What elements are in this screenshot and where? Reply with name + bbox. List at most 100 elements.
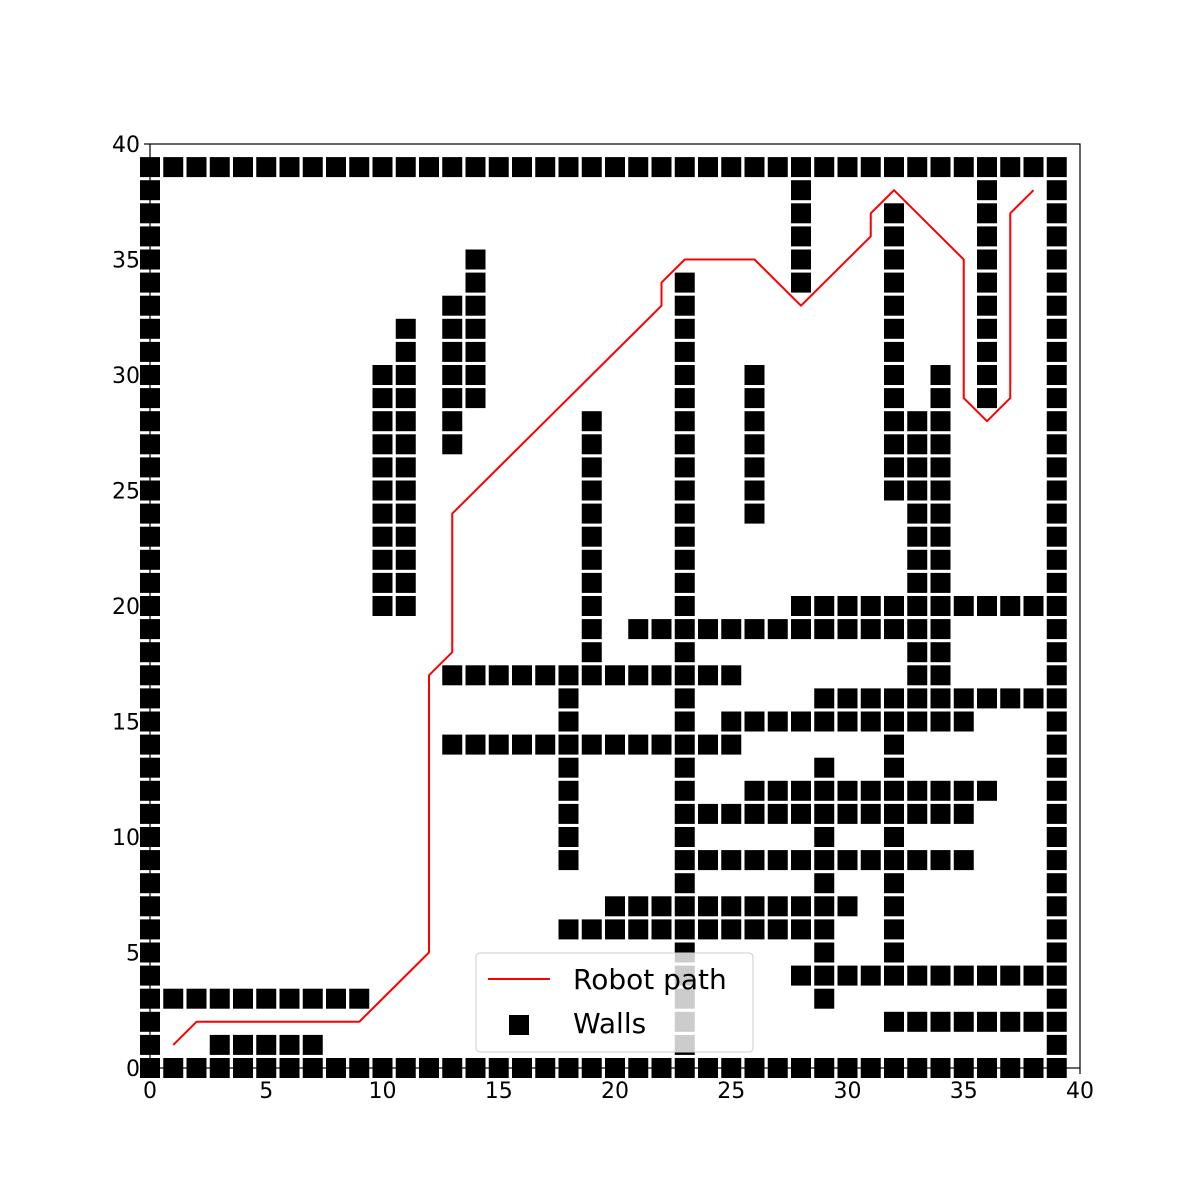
wall-marker [1046,988,1067,1009]
wall-marker [791,272,811,293]
wall-marker [814,803,835,824]
wall-marker [512,665,532,686]
wall-marker [791,226,811,247]
wall-marker [698,896,718,917]
wall-marker [1046,526,1067,547]
y-tick-label: 15 [112,711,140,736]
wall-marker [1046,388,1067,409]
wall-marker [744,619,765,640]
wall-marker [372,457,393,478]
wall-marker [302,1034,323,1055]
wall-marker [395,526,416,547]
wall-marker [1046,480,1067,501]
wall-marker [605,919,625,940]
wall-marker [930,850,951,871]
wall-marker [488,157,509,178]
wall-marker [837,896,858,917]
wall-marker [977,180,997,201]
wall-marker [1046,942,1067,963]
wall-marker [581,596,602,616]
wall-marker [1046,249,1067,270]
wall-marker [372,572,393,593]
wall-marker [884,480,904,501]
wall-marker [558,157,579,178]
wall-marker [791,919,811,940]
wall-marker [907,526,928,547]
y-axis: 0 5 10 15 20 25 30 35 40 [112,133,150,1082]
wall-marker [372,526,393,547]
wall-marker [698,850,718,871]
wall-marker [884,919,904,940]
wall-marker [1046,619,1067,640]
wall-marker [674,803,695,824]
wall-marker [860,688,881,709]
wall-marker [814,965,835,986]
legend-walls-swatch [509,1015,529,1035]
wall-marker [814,988,835,1009]
wall-marker [1023,965,1044,986]
wall-marker [674,850,695,871]
wall-marker [977,688,997,709]
wall-marker [1046,642,1067,663]
wall-marker [488,665,509,686]
wall-marker [1046,1034,1067,1055]
wall-marker [674,318,695,339]
wall-marker [1046,572,1067,593]
wall-marker [1046,827,1067,847]
wall-marker [674,503,695,524]
wall-marker [581,526,602,547]
wall-marker [326,988,346,1009]
wall-marker [256,157,277,178]
y-tick-label: 25 [112,480,140,505]
wall-marker [465,318,486,339]
legend-walls-label: Walls [573,1007,646,1040]
wall-marker [744,365,765,385]
wall-marker [1023,688,1044,709]
wall-marker [558,711,579,732]
wall-marker [930,711,951,732]
wall-marker [558,850,579,871]
wall-marker [814,850,835,871]
wall-marker [1046,341,1067,362]
wall-marker [837,850,858,871]
wall-marker [1046,365,1067,385]
wall-marker [930,596,951,616]
wall-marker [907,596,928,616]
wall-marker [744,388,765,409]
wall-marker [977,365,997,385]
wall-marker [953,803,974,824]
wall-marker [884,688,904,709]
wall-marker [930,642,951,663]
wall-marker [419,157,439,178]
wall-marker [953,965,974,986]
wall-marker [953,688,974,709]
wall-marker [791,850,811,871]
wall-marker [372,365,393,385]
wall-marker [814,596,835,616]
wall-marker [1046,665,1067,686]
legend: Robot path Walls [475,952,754,1053]
x-tick-label: 5 [259,1079,273,1104]
wall-marker [233,1034,253,1055]
wall-marker [674,526,695,547]
wall-marker [977,965,997,986]
wall-marker [442,665,463,686]
wall-marker [558,827,579,847]
wall-marker [674,896,695,917]
wall-marker [930,572,951,593]
wall-marker [884,157,904,178]
wall-marker [907,457,928,478]
wall-marker [860,850,881,871]
wall-marker [907,157,928,178]
legend-box [475,952,754,1053]
wall-marker [837,619,858,640]
wall-marker [535,734,556,755]
wall-marker [884,711,904,732]
wall-marker [837,711,858,732]
wall-marker [372,480,393,501]
wall-marker [907,803,928,824]
wall-marker [860,965,881,986]
wall-marker [581,503,602,524]
wall-marker [977,203,997,224]
wall-marker [930,388,951,409]
